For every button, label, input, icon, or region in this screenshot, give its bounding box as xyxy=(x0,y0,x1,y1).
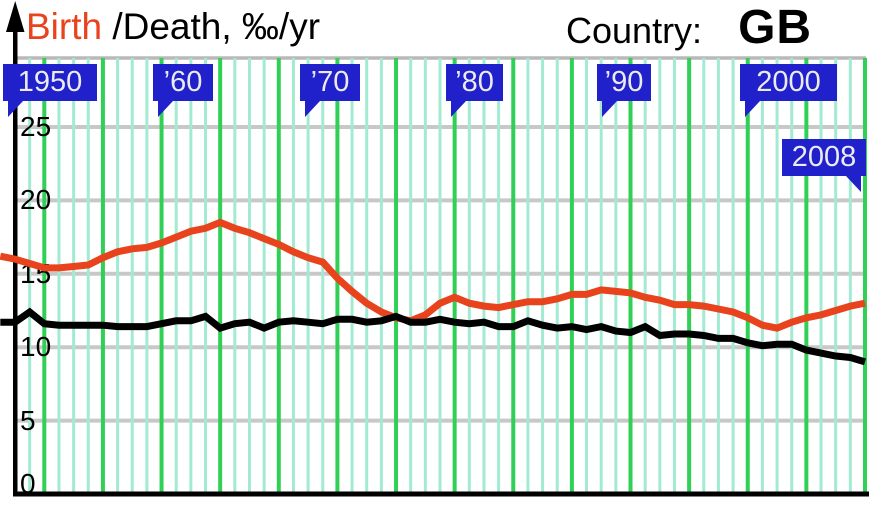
country-code: GB xyxy=(738,1,813,54)
y-tick-label-5: 5 xyxy=(20,405,36,436)
year-flag-1990: ’90 xyxy=(597,64,651,117)
year-flag-1980: ’80 xyxy=(446,64,503,117)
year-flag-2008-label: 2008 xyxy=(791,141,857,173)
country-label: Country: xyxy=(566,10,703,51)
year-flag-1950: 1950 xyxy=(3,64,97,117)
year-flag-1960-label: ’60 xyxy=(163,66,203,98)
year-flag-2000: 2000 xyxy=(740,64,837,117)
year-flag-1970-label: ’70 xyxy=(310,66,350,98)
country-block: Country: GB xyxy=(566,2,812,56)
year-flag-1980-label: ’80 xyxy=(455,66,494,98)
year-flag-1990-label: ’90 xyxy=(604,66,644,98)
y-tick-label-0: 0 xyxy=(20,468,36,499)
year-flag-1970: ’70 xyxy=(300,64,360,117)
y-tick-label-20: 20 xyxy=(20,184,52,215)
chart-title-death-unit: /Death, ‰/yr xyxy=(102,6,321,47)
year-flag-1960: ’60 xyxy=(153,64,213,117)
y-tick-label-10: 10 xyxy=(20,331,52,362)
chart-title-birth: Birth xyxy=(26,6,103,47)
year-flag-2008: 2008 xyxy=(782,139,866,192)
y-tick-label-15: 15 xyxy=(20,258,52,289)
year-flag-2000-label: 2000 xyxy=(756,66,821,98)
y-tick-label-25: 25 xyxy=(20,111,52,142)
chart-title: Birth /Death, ‰/yr xyxy=(26,5,320,49)
year-flag-1950-label: 1950 xyxy=(17,66,83,98)
